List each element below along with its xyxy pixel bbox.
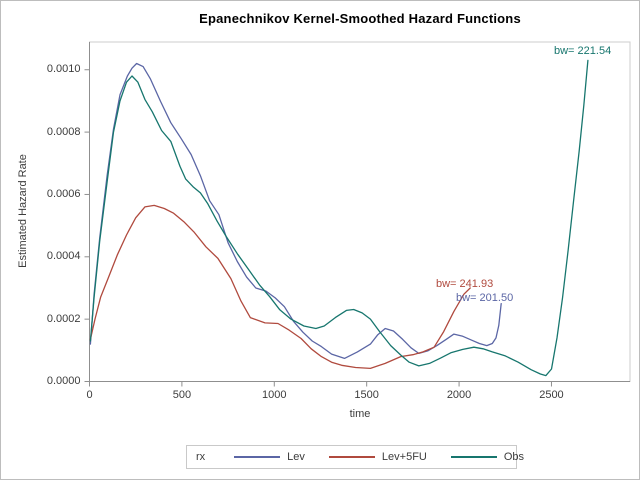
x-tick-label: 0 [86, 389, 93, 401]
y-tick-label: 0.0002 [46, 312, 81, 325]
y-tick-label: 0.0006 [46, 187, 81, 200]
lev-line-swatch [234, 456, 281, 458]
bandwidth-annotation: bw= 201.50 [456, 292, 514, 304]
chart-title: Epanechnikov Kernel-Smoothed Hazard Func… [199, 11, 521, 26]
legend: rx Lev Lev+5FU Obs [186, 445, 524, 469]
x-tick-label: 2000 [446, 389, 472, 401]
y-tick-label: 0.0008 [46, 125, 81, 138]
x-tick-label: 1500 [354, 389, 379, 401]
y-tick-label: 0.0010 [46, 63, 81, 76]
x-tick-label: 500 [172, 389, 192, 401]
legend-entry-obs: Obs [450, 451, 525, 463]
legend-title: rx [196, 451, 206, 463]
y-tick-label: 0.0004 [46, 250, 81, 263]
bandwidth-annotation: bw= 221.54 [554, 45, 612, 57]
x-tick-label: 2500 [539, 389, 564, 401]
obs-line-swatch [450, 456, 497, 458]
x-tick-label: 1000 [262, 389, 287, 401]
y-tick-label: 0.0000 [46, 375, 81, 387]
lev5fu-line-swatch [328, 456, 375, 458]
y-axis-title: Estimated Hazard Rate [17, 154, 29, 268]
x-axis-title: time [349, 408, 371, 420]
legend-entry-label: Obs [503, 451, 525, 463]
legend-entry-label: Lev [287, 451, 305, 463]
legend-entry-label: Lev+5FU [381, 451, 427, 463]
bandwidth-annotation: bw= 241.93 [436, 278, 494, 290]
legend-entry-lev: Lev [234, 451, 305, 463]
legend-entry-lev5fu: Lev+5FU [328, 451, 427, 463]
